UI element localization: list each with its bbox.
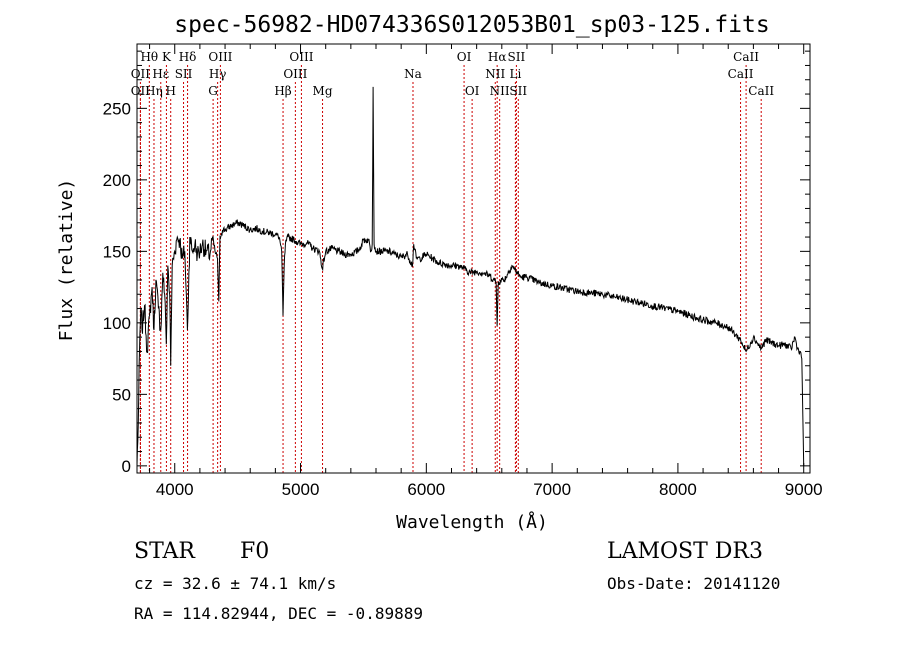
- x-tick-label: 4000: [156, 480, 194, 499]
- axis-ticks: 4000 5000 6000 7000 8000 9000 0 50 100 150 200 250: [103, 44, 823, 499]
- x-tick-label: 8000: [659, 480, 697, 499]
- y-tick-label: 0: [122, 457, 131, 476]
- y-tick-label: 50: [112, 385, 131, 404]
- x-tick-label: 5000: [282, 480, 320, 499]
- x-axis-label: Wavelength (Å): [396, 511, 548, 533]
- survey-name: LAMOST DR3: [607, 539, 763, 564]
- y-tick-label: 150: [103, 242, 131, 261]
- line-label: K: [162, 50, 172, 64]
- line-label: Hε: [152, 67, 169, 81]
- line-label: G: [208, 84, 218, 98]
- x-tick-label: 7000: [533, 480, 571, 499]
- flux-series-line: [136, 86, 805, 466]
- object-subclass: F0: [240, 539, 270, 564]
- line-label: OIII: [283, 67, 307, 81]
- object-type: STAR: [134, 539, 195, 564]
- line-markers: [139, 65, 762, 473]
- line-label: CaII: [728, 67, 754, 81]
- redshift-readout: cz = 32.6 ± 74.1 km/s: [134, 574, 337, 593]
- chart-title: spec-56982-HD074336S012053B01_sp03-125.f…: [174, 12, 769, 38]
- line-label: Hα: [488, 50, 507, 64]
- line-label: Mg: [313, 84, 333, 98]
- line-label: OI: [457, 50, 472, 64]
- line-label: Hθ: [140, 50, 158, 64]
- line-label: NII: [490, 84, 510, 98]
- line-label: Hβ: [274, 84, 291, 98]
- line-label: NII: [485, 67, 505, 81]
- plot-frame: [136, 43, 811, 474]
- coordinates: RA = 114.82944, DEC = -0.89889: [134, 604, 423, 623]
- line-label: Na: [404, 67, 422, 81]
- line-label: CaII: [748, 84, 774, 98]
- line-label: OII: [131, 84, 151, 98]
- line-label: Li: [509, 67, 521, 81]
- y-axis-label: Flux (relative): [56, 179, 77, 342]
- y-tick-label: 100: [103, 314, 131, 333]
- y-tick-label: 200: [103, 171, 131, 190]
- x-tick-label: 6000: [407, 480, 445, 499]
- line-label: Hγ: [209, 67, 227, 81]
- line-label: Hη: [145, 84, 163, 98]
- line-label: CaII: [733, 50, 759, 64]
- line-label: OIII: [208, 50, 232, 64]
- obs-date: Obs-Date: 20141120: [607, 574, 781, 593]
- line-label: SII: [508, 50, 526, 64]
- line-label: OII: [131, 67, 151, 81]
- line-label: OI: [465, 84, 480, 98]
- line-label: Hδ: [179, 50, 197, 64]
- line-label: H: [165, 84, 175, 98]
- x-tick-label: 9000: [785, 480, 823, 499]
- line-label: OIII: [289, 50, 313, 64]
- y-tick-label: 250: [103, 99, 131, 118]
- line-label: SII: [175, 67, 193, 81]
- line-label: SII: [509, 84, 527, 98]
